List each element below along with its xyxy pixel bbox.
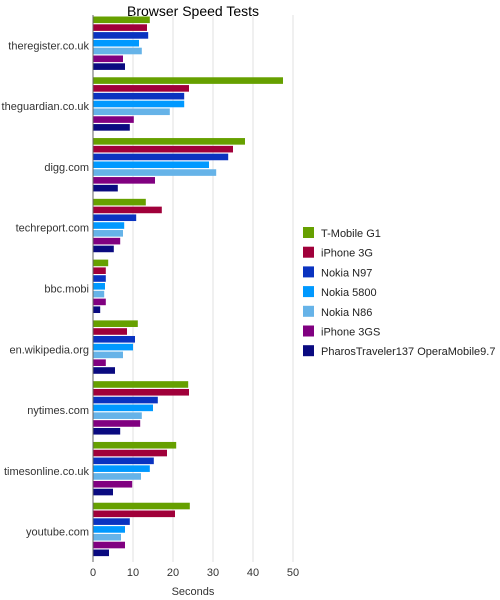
- bar: [93, 198, 146, 206]
- bar: [93, 237, 121, 245]
- bar: [93, 457, 154, 465]
- legend-swatch: [303, 345, 314, 357]
- bar: [93, 85, 189, 92]
- x-axis-label: Seconds: [172, 586, 215, 598]
- bar: [93, 39, 139, 47]
- bar: [93, 184, 118, 192]
- bar: [93, 449, 167, 457]
- x-tick-labels: 0 10 20 30 40 50: [90, 567, 299, 579]
- category-label: theregister.co.uk: [8, 40, 89, 52]
- legend-swatch: [303, 286, 314, 298]
- legend-label: Nokia N97: [321, 267, 372, 279]
- legend-label: Nokia N86: [321, 307, 372, 319]
- bar: [93, 441, 177, 449]
- bar: [93, 526, 125, 533]
- bar: [93, 320, 138, 327]
- bar: [93, 169, 217, 176]
- bar: [93, 100, 185, 108]
- category-label: theguardian.co.uk: [2, 101, 90, 113]
- category-label: digg.com: [44, 162, 89, 174]
- bar: [93, 404, 153, 412]
- category-label: bbc.mobi: [44, 284, 89, 296]
- bar: [93, 259, 109, 267]
- bar: [93, 32, 149, 39]
- bar: [93, 24, 147, 31]
- bar: [93, 359, 106, 366]
- bar: [93, 412, 142, 419]
- bar: [93, 283, 105, 290]
- bar: [93, 306, 101, 314]
- bar: [93, 108, 170, 116]
- bar: [93, 328, 127, 335]
- bar: [93, 502, 190, 510]
- bar: [93, 230, 123, 237]
- bar: [93, 396, 158, 404]
- x-tick-label: 30: [207, 567, 219, 579]
- legend-label: iPhone 3GS: [321, 327, 380, 339]
- x-tick-label: 50: [287, 567, 299, 579]
- bar: [93, 92, 185, 100]
- category-label: techreport.com: [16, 223, 89, 235]
- category-label: en.wikipedia.org: [10, 344, 90, 356]
- bar: [93, 275, 106, 282]
- bar: [93, 63, 125, 70]
- bar: [93, 206, 162, 214]
- legend-swatch: [303, 325, 314, 337]
- legend-label: T-Mobile G1: [321, 228, 381, 240]
- legend-label: PharosTraveler137 OperaMobile9.7: [321, 346, 495, 358]
- legend: T-Mobile G1 iPhone 3G Nokia N97 Nokia 5800 N…: [303, 227, 495, 358]
- bar: [93, 533, 121, 541]
- bar: [93, 298, 106, 306]
- chart-title: Browser Speed Tests: [127, 3, 259, 19]
- bar: [93, 549, 109, 557]
- category-label: timesonline.co.uk: [4, 466, 89, 478]
- bar: [93, 245, 114, 253]
- bar: [93, 351, 123, 359]
- bar: [93, 47, 142, 55]
- bar: [93, 427, 121, 435]
- bar: [93, 367, 115, 374]
- category-labels: theregister.co.uk theguardian.co.uk digg.c…: [2, 40, 90, 538]
- bar: [93, 77, 283, 84]
- bar: [93, 138, 245, 145]
- legend-swatch: [303, 246, 314, 258]
- legend-label: iPhone 3G: [321, 248, 373, 260]
- bar: [93, 480, 133, 488]
- bar: [93, 214, 137, 222]
- bar: [93, 153, 229, 161]
- bar: [93, 473, 141, 480]
- bar: [93, 518, 130, 525]
- x-tick-label: 20: [167, 567, 179, 579]
- legend-swatch: [303, 305, 314, 317]
- bar: [93, 116, 134, 123]
- bar: [93, 267, 106, 275]
- bar: [93, 381, 189, 388]
- bar: [93, 541, 125, 549]
- x-tick-label: 0: [90, 567, 96, 579]
- bar: [93, 335, 135, 343]
- legend-swatch: [303, 266, 314, 278]
- bar: [93, 124, 130, 131]
- bar: [93, 488, 113, 496]
- category-label: nytimes.com: [27, 405, 89, 417]
- bar: [93, 16, 150, 24]
- category-label: youtube.com: [26, 527, 89, 539]
- bars: [93, 16, 283, 557]
- x-tick-label: 40: [247, 567, 259, 579]
- bar: [93, 161, 209, 169]
- bar: [93, 343, 133, 351]
- bar: [93, 145, 233, 153]
- bar: [93, 55, 123, 63]
- legend-swatch: [303, 227, 314, 238]
- bar: [93, 388, 189, 396]
- bar: [93, 510, 175, 518]
- legend-label: Nokia 5800: [321, 287, 377, 299]
- bar: [93, 177, 155, 184]
- bar: [93, 465, 150, 472]
- bar: [93, 290, 105, 298]
- bar: [93, 420, 141, 427]
- x-tick-label: 10: [127, 567, 139, 579]
- bar: [93, 222, 125, 229]
